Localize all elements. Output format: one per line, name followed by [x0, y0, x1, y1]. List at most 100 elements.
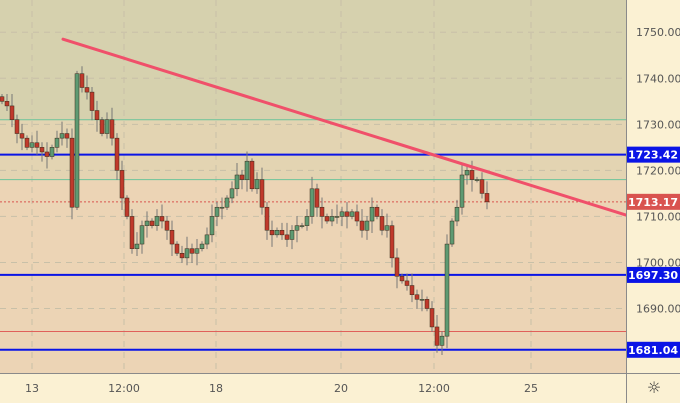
candle-down [354, 211, 360, 222]
candle-down [14, 119, 20, 134]
candle-down [174, 243, 180, 254]
candle-up [454, 206, 460, 222]
candle-down [94, 110, 100, 120]
candle-up [309, 188, 315, 217]
candle-up [254, 179, 260, 190]
candle-down [279, 229, 285, 236]
y-tick-label: 1720.00 [636, 164, 680, 177]
candle-up [54, 137, 60, 148]
candle-down [89, 91, 95, 111]
candle-down [434, 326, 440, 346]
x-tick-label: 25 [524, 382, 538, 395]
candle-up [444, 243, 450, 337]
candle-up [349, 211, 355, 217]
candle-up [229, 188, 235, 199]
candle-down [344, 211, 350, 217]
y-tick-label: 1700.00 [636, 256, 680, 269]
candle-down [249, 160, 255, 190]
candle-down [159, 216, 165, 222]
candle-up [304, 216, 310, 226]
candle-down [269, 229, 275, 236]
candle-down [319, 206, 325, 217]
candle-down [119, 170, 125, 199]
x-tick-label: 13 [25, 382, 39, 395]
candle-down [399, 276, 405, 282]
price-tag-label: 1713.17 [628, 196, 678, 209]
candle-down [314, 188, 320, 208]
candle-up [199, 243, 205, 249]
candle-down [404, 280, 410, 286]
candle-down [69, 137, 75, 208]
candle-down [9, 105, 15, 120]
candle-down [79, 73, 85, 88]
candle-up [299, 225, 305, 227]
price-tag-label: 1697.30 [628, 269, 678, 282]
candle-up [459, 174, 465, 208]
candle-up [334, 216, 340, 218]
candle-down [189, 248, 195, 254]
candle-down [324, 216, 330, 222]
candle-up [329, 216, 335, 222]
candle-up [464, 170, 470, 176]
candle-down [429, 308, 435, 328]
background-zone [0, 0, 626, 120]
candle-down [359, 220, 365, 231]
price-tag [627, 193, 680, 210]
candle-up [339, 211, 345, 217]
candle-down [34, 142, 40, 148]
price-tag [627, 146, 680, 163]
candle-up [474, 179, 480, 181]
trendline [61, 37, 628, 217]
candle-down [414, 294, 420, 300]
x-tick-label: 20 [334, 382, 348, 395]
candle-down [239, 174, 245, 180]
candle-up [29, 142, 35, 148]
candle-up [214, 206, 220, 217]
candle-down [149, 220, 155, 226]
candle-down [124, 197, 130, 217]
candle-down [164, 220, 170, 231]
x-tick-label: 12:00 [108, 382, 140, 395]
candle-up [294, 225, 300, 231]
candle-down [4, 101, 10, 107]
background-zone [0, 119, 626, 180]
candle-up [134, 243, 140, 249]
candle-down [0, 96, 5, 102]
candle-down [394, 257, 400, 277]
y-tick-label: 1730.00 [636, 118, 680, 131]
candle-up [289, 229, 295, 240]
candle-up [204, 234, 210, 245]
price-tag-label: 1723.42 [628, 149, 678, 162]
candle-down [24, 137, 30, 148]
candle-up [244, 160, 250, 180]
candle-down [114, 137, 120, 171]
gear-icon[interactable]: ☼ [646, 378, 662, 397]
x-tick-label: 12:00 [418, 382, 450, 395]
candle-up [439, 335, 445, 346]
candle-down [484, 193, 490, 203]
candle-up [74, 73, 80, 208]
candle-up [59, 133, 65, 139]
candle-up [219, 206, 225, 209]
candle-down [284, 234, 290, 240]
candle-up [209, 216, 215, 236]
candle-up [154, 216, 160, 226]
candle-down [44, 151, 50, 157]
price-tag-label: 1681.04 [628, 344, 678, 357]
candle-down [259, 179, 265, 208]
candle-up [449, 220, 455, 245]
y-tick-label: 1740.00 [636, 72, 680, 85]
candle-down [169, 229, 175, 245]
candle-down [109, 119, 115, 139]
candle-down [409, 285, 415, 295]
candle-down [374, 206, 380, 217]
candle-down [39, 147, 45, 153]
candle-down [479, 179, 485, 194]
candle-up [364, 220, 370, 231]
candle-up [49, 147, 55, 157]
time-axis [0, 373, 626, 403]
candle-down [84, 87, 90, 93]
candle-up [419, 299, 425, 301]
price-tag [627, 341, 680, 358]
